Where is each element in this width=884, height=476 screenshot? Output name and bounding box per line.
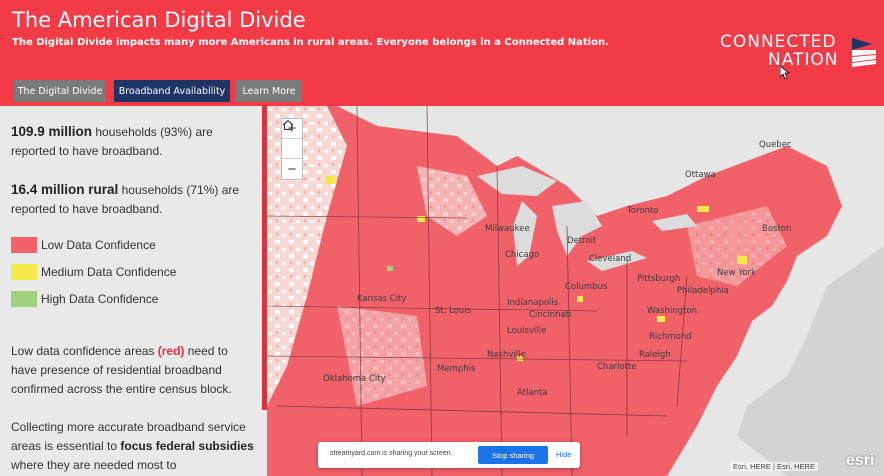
tab-digital-divide[interactable]: The Digital Divide	[14, 80, 106, 102]
city-label: Charlotte	[597, 362, 637, 372]
city-label: Philadelphia	[677, 286, 729, 296]
city-label: Detroit	[567, 236, 597, 246]
households-value: 109.9 million	[11, 124, 93, 139]
city-label: Milwaukee	[485, 224, 530, 234]
city-label: Richmond	[649, 332, 692, 342]
city-label: Memphis	[437, 364, 476, 374]
note2-pre: Collecting more accurate broadband servi…	[11, 420, 246, 453]
legend-high: High Data Confidence	[11, 290, 158, 308]
legend-low: Low Data Confidence	[11, 236, 156, 254]
city-label: Pittsburgh	[637, 274, 681, 284]
note1-red: (red)	[157, 344, 185, 358]
tab-learn-more[interactable]: Learn More	[236, 80, 302, 102]
city-label: Cincinnati	[529, 310, 572, 320]
zoom-out-button[interactable]: −	[287, 160, 297, 178]
city-label: Raleigh	[639, 350, 671, 360]
note1-post: need to have presence of residential bro…	[11, 344, 232, 396]
home-button[interactable]	[282, 119, 302, 159]
share-status-text: streamyard.com is sharing your screen.	[330, 450, 453, 457]
legend-label-medium: Medium Data Confidence	[41, 265, 177, 279]
city-label: New York	[717, 268, 756, 278]
logo-line-2: NATION	[768, 50, 839, 70]
city-label: Oklahoma City	[323, 374, 386, 384]
low-confidence-note: Low data confidence areas (red) need to …	[11, 342, 255, 399]
city-label: Louisville	[507, 326, 547, 336]
city-label: Cleveland	[589, 254, 632, 264]
rural-households-text: households (71%) are reported to have br…	[11, 183, 240, 216]
broadband-map[interactable]: + − Quebec Ottawa Toronto Milwaukee Chic…	[267, 106, 884, 476]
stop-sharing-button[interactable]: Stop sharing	[478, 446, 548, 464]
city-label: Kansas City	[357, 294, 407, 304]
legend-swatch-low	[11, 237, 37, 253]
sidebar-scrollbar[interactable]	[262, 106, 267, 410]
city-label: Ottawa	[685, 170, 716, 180]
city-label: Quebec	[759, 140, 792, 150]
page-title: The American Digital Divide	[12, 8, 306, 32]
city-label: Toronto	[627, 206, 659, 216]
rural-households-stat: 16.4 million rural households (71%) are …	[11, 180, 251, 219]
city-label: Columbus	[565, 282, 608, 292]
legend-label-high: High Data Confidence	[41, 292, 159, 306]
city-label: Nashville	[487, 350, 526, 360]
home-icon	[282, 119, 294, 131]
note1-pre: Low data confidence areas	[11, 344, 158, 358]
zoom-controls: + −	[281, 118, 303, 180]
city-label: St. Louis	[435, 306, 472, 316]
rural-households-value: 16.4 million rural	[11, 182, 119, 197]
logo-line-1: CONNECTED	[720, 32, 837, 52]
legend-swatch-high	[11, 291, 37, 307]
header-banner: The American Digital Divide The Digital …	[0, 0, 884, 106]
hide-link[interactable]: Hide	[556, 450, 572, 459]
note2-bold: focus federal subsidies	[120, 439, 254, 453]
households-text: households (93%) are reported to have br…	[11, 125, 213, 158]
flag-icon	[852, 38, 876, 67]
info-sidebar: 109.9 million households (93%) are repor…	[0, 106, 262, 476]
map-attribution[interactable]: Esri, HERE | Esri, HERE	[730, 462, 818, 471]
connected-nation-logo[interactable]: CONNECTED NATION	[716, 32, 880, 72]
households-stat: 109.9 million households (93%) are repor…	[11, 122, 251, 161]
page-subtitle: The Digital Divide impacts many more Ame…	[12, 37, 609, 48]
mouse-cursor-icon	[780, 66, 790, 80]
city-label: Indianapolis	[507, 298, 559, 308]
map-canvas	[267, 106, 884, 476]
city-label: Boston	[762, 224, 792, 234]
screen-share-bar: streamyard.com is sharing your screen. S…	[318, 442, 580, 468]
city-label: Chicago	[505, 250, 540, 260]
legend-label-low: Low Data Confidence	[41, 238, 156, 252]
tab-broadband-availability[interactable]: Broadband Availability	[114, 80, 230, 102]
accuracy-note: Collecting more accurate broadband servi…	[11, 418, 255, 475]
city-label: Atlanta	[517, 388, 548, 398]
legend-medium: Medium Data Confidence	[11, 263, 176, 281]
esri-logo: esri	[846, 452, 875, 469]
city-label: Washington	[647, 306, 697, 316]
legend-swatch-medium	[11, 264, 37, 280]
note2-post: where they are needed most to	[11, 458, 177, 472]
